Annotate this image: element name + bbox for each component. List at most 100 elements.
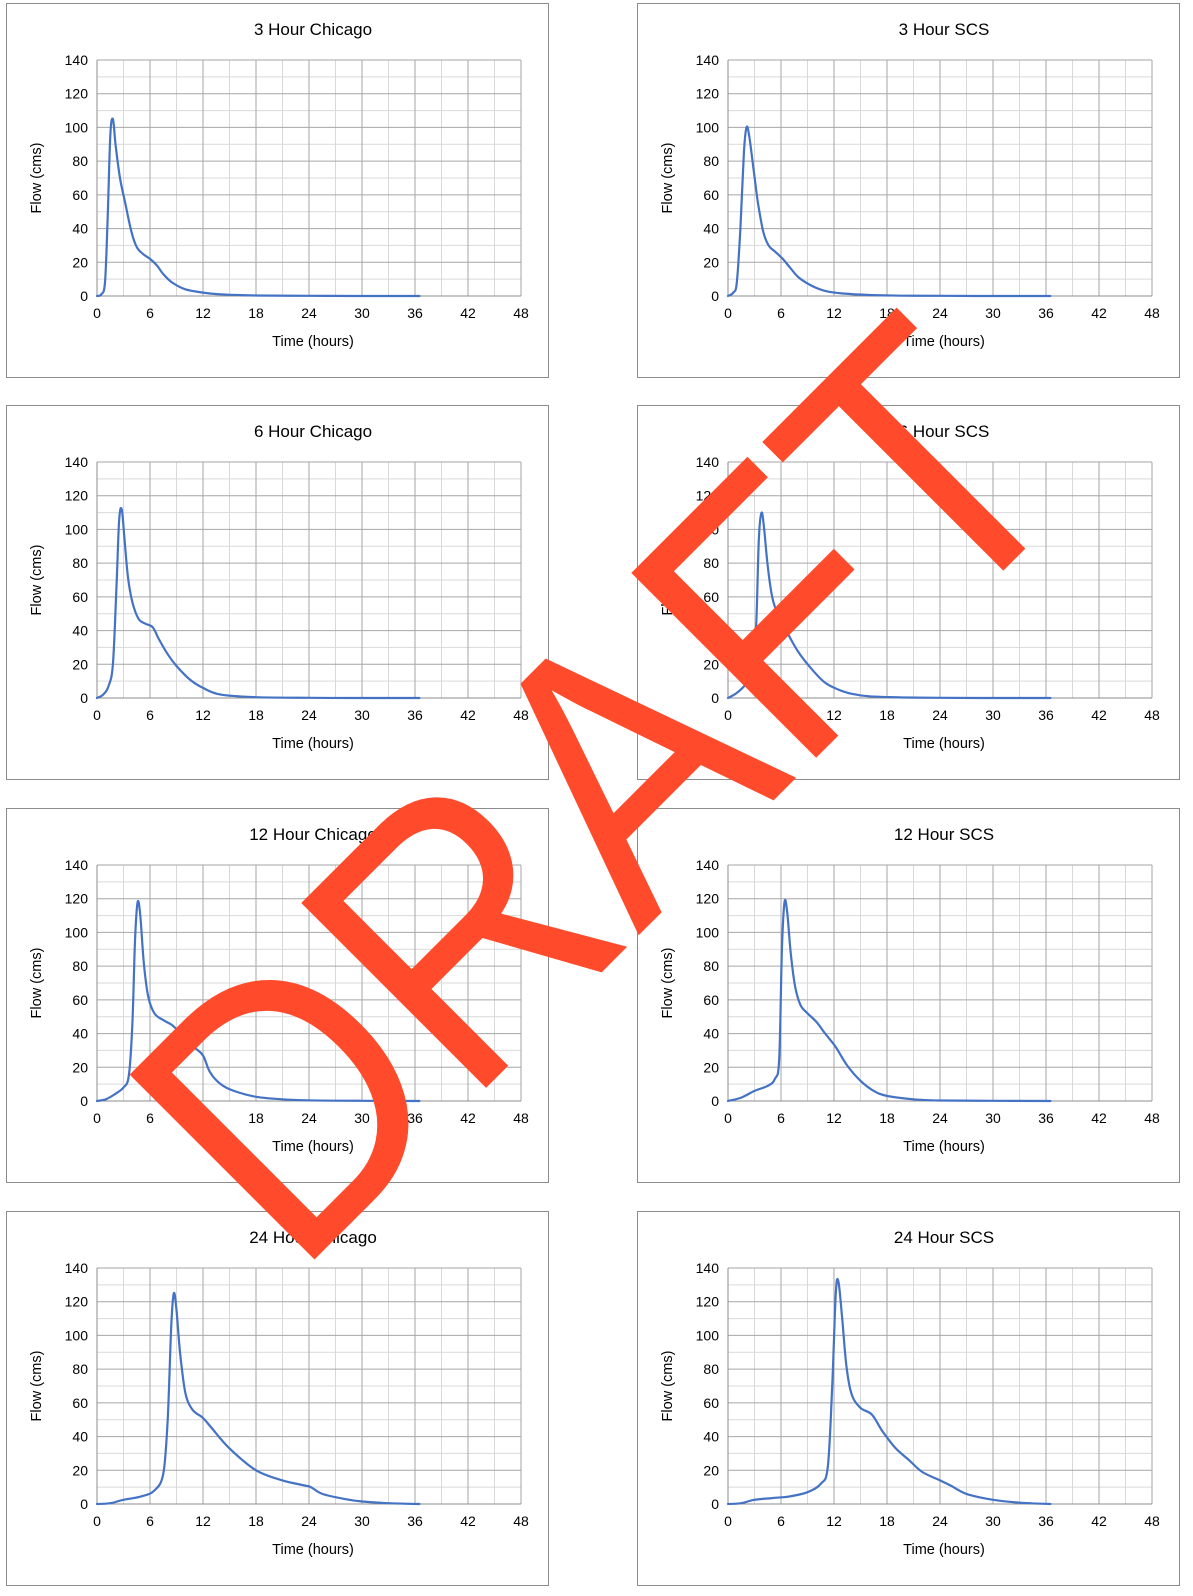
hydrograph-12-hour-chicago: 0 6 12 18 24 30 36 42 48 0 20 40 60 80 100 120 140 12 Hou… <box>6 808 549 1183</box>
y-tick-label: 100 <box>65 521 89 537</box>
x-tick-label: 0 <box>93 707 101 723</box>
y-tick-label: 80 <box>72 1361 88 1377</box>
flow-series-line <box>95 1291 421 1506</box>
y-tick-label: 40 <box>72 221 88 237</box>
y-tick-label: 20 <box>72 656 88 672</box>
y-axis-title: Flow (cms) <box>660 948 676 1019</box>
x-tick-label: 0 <box>93 1513 101 1529</box>
y-tick-label: 0 <box>711 690 719 706</box>
flow-series-line <box>95 506 421 700</box>
y-tick-label: 140 <box>696 52 720 68</box>
gridlines <box>97 461 522 698</box>
y-tick-label: 40 <box>72 623 88 639</box>
x-tick-label: 24 <box>932 305 948 321</box>
x-tick-label: 42 <box>1091 1513 1107 1529</box>
y-tick-label: 60 <box>703 992 719 1008</box>
y-tick-label: 20 <box>703 1462 719 1478</box>
chart-svg: 0 6 12 18 24 30 36 42 48 0 20 40 60 80 100 120 140 24 Hou… <box>6 1211 549 1586</box>
y-tick-label: 40 <box>703 1429 719 1445</box>
x-tick-label: 0 <box>93 1110 101 1126</box>
x-tick-label: 18 <box>248 305 264 321</box>
y-tick-label: 0 <box>711 1093 719 1109</box>
x-tick-label: 24 <box>301 707 317 723</box>
y-tick-label: 80 <box>703 555 719 571</box>
x-tick-label: 6 <box>146 707 154 723</box>
hydrograph-24-hour-scs: 0 6 12 18 24 30 36 42 48 0 20 40 60 80 100 120 140 24 Hou… <box>637 1211 1180 1586</box>
x-tick-label: 18 <box>879 707 895 723</box>
x-tick-label: 18 <box>248 1110 264 1126</box>
flow-series-line <box>726 125 1052 298</box>
x-tick-label: 0 <box>724 1513 732 1529</box>
x-tick-label: 36 <box>407 305 423 321</box>
flow-series-line <box>726 898 1052 1103</box>
x-tick-label: 24 <box>932 1513 948 1529</box>
y-axis-title: Flow (cms) <box>29 1351 45 1422</box>
x-tick-label: 30 <box>354 707 370 723</box>
y-axis-title: Flow (cms) <box>29 948 45 1019</box>
y-tick-label: 120 <box>65 891 89 907</box>
x-tick-label: 12 <box>826 1513 842 1529</box>
x-tick-label: 6 <box>777 1513 785 1529</box>
hydrograph-3-hour-chicago: 0 6 12 18 24 30 36 42 48 0 20 40 60 80 100 120 140 3 Hour… <box>6 3 549 378</box>
chart-title: 3 Hour SCS <box>899 20 990 39</box>
x-tick-label: 30 <box>354 1513 370 1529</box>
x-tick-label: 18 <box>879 1110 895 1126</box>
y-tick-label: 60 <box>703 187 719 203</box>
y-tick-label: 20 <box>703 1059 719 1075</box>
y-tick-label: 60 <box>72 187 88 203</box>
y-tick-label: 80 <box>72 555 88 571</box>
x-tick-label: 6 <box>146 1513 154 1529</box>
chart-svg: 0 6 12 18 24 30 36 42 48 0 20 40 60 80 100 120 140 6 Hour… <box>6 405 549 780</box>
y-tick-label: 140 <box>65 857 89 873</box>
y-tick-label: 120 <box>696 86 720 102</box>
x-tick-label: 48 <box>513 707 529 723</box>
gridlines <box>728 1267 1153 1504</box>
x-axis-title: Time (hours) <box>272 736 354 752</box>
x-tick-label: 12 <box>195 1110 211 1126</box>
x-tick-label: 18 <box>879 1513 895 1529</box>
chart-title: 24 Hour SCS <box>894 1228 994 1247</box>
y-tick-label: 20 <box>703 656 719 672</box>
y-tick-label: 140 <box>696 857 720 873</box>
x-tick-label: 36 <box>1038 707 1054 723</box>
chart-title: 3 Hour Chicago <box>254 20 372 39</box>
x-tick-label: 24 <box>932 1110 948 1126</box>
chart-title: 12 Hour Chicago <box>249 825 377 844</box>
x-tick-label: 12 <box>826 707 842 723</box>
hydrograph-6-hour-chicago: 0 6 12 18 24 30 36 42 48 0 20 40 60 80 100 120 140 6 Hour… <box>6 405 549 780</box>
x-tick-label: 42 <box>460 1513 476 1529</box>
y-tick-label: 120 <box>696 488 720 504</box>
x-tick-label: 6 <box>146 305 154 321</box>
y-tick-label: 100 <box>696 521 720 537</box>
y-tick-label: 100 <box>65 1327 89 1343</box>
x-tick-label: 36 <box>407 1110 423 1126</box>
x-tick-label: 12 <box>195 305 211 321</box>
x-tick-label: 36 <box>1038 1110 1054 1126</box>
x-axis-title: Time (hours) <box>903 736 985 752</box>
y-tick-label: 40 <box>703 1026 719 1042</box>
y-tick-label: 120 <box>65 488 89 504</box>
x-tick-label: 42 <box>1091 1110 1107 1126</box>
y-axis-title: Flow (cms) <box>29 545 45 616</box>
x-tick-label: 30 <box>985 1513 1001 1529</box>
x-tick-label: 36 <box>1038 305 1054 321</box>
x-tick-label: 12 <box>195 707 211 723</box>
chart-svg: 0 6 12 18 24 30 36 42 48 0 20 40 60 80 100 120 140 3 Hour… <box>637 3 1180 378</box>
y-axis-title: Flow (cms) <box>29 143 45 214</box>
x-axis-title: Time (hours) <box>903 334 985 350</box>
y-tick-label: 40 <box>72 1429 88 1445</box>
x-axis-title: Time (hours) <box>272 1139 354 1155</box>
chart-svg: 0 6 12 18 24 30 36 42 48 0 20 40 60 80 100 120 140 12 Hou… <box>6 808 549 1183</box>
x-tick-label: 6 <box>777 305 785 321</box>
x-tick-label: 18 <box>248 1513 264 1529</box>
gridlines <box>97 1267 522 1504</box>
x-tick-label: 30 <box>354 305 370 321</box>
hydrograph-6-hour-scs: 0 6 12 18 24 30 36 42 48 0 20 40 60 80 100 120 140 6 Hour… <box>637 405 1180 780</box>
y-tick-label: 0 <box>711 288 719 304</box>
x-tick-label: 24 <box>301 1513 317 1529</box>
chart-title: 6 Hour Chicago <box>254 422 372 441</box>
flow-series-line <box>726 511 1052 700</box>
gridlines <box>728 461 1153 698</box>
chart-title: 12 Hour SCS <box>894 825 994 844</box>
hydrograph-3-hour-scs: 0 6 12 18 24 30 36 42 48 0 20 40 60 80 100 120 140 3 Hour… <box>637 3 1180 378</box>
